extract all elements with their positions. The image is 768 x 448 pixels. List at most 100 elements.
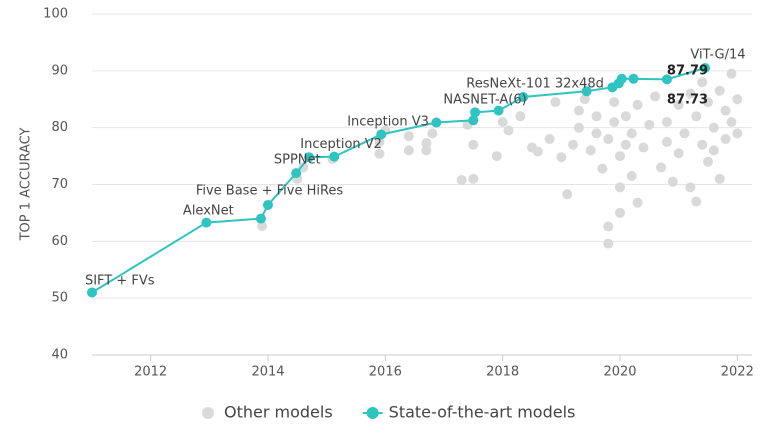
annotation: ResNeXt-101 32x48d [466, 76, 604, 91]
other-point [697, 139, 708, 150]
other-point [656, 162, 667, 173]
other-point [427, 128, 438, 139]
other-point [568, 139, 579, 150]
other-point [591, 111, 602, 122]
annotation: Inception V2 [300, 137, 382, 152]
other-point [697, 77, 708, 88]
other-point [403, 131, 414, 142]
y-tick-label: 70 [51, 177, 68, 192]
annotation: 87.73 [667, 92, 708, 107]
other-point [556, 152, 567, 163]
other-point [632, 99, 643, 110]
other-point [491, 151, 502, 162]
other-point [685, 88, 696, 99]
sota-point [431, 117, 442, 128]
other-point [591, 128, 602, 139]
other-point [497, 116, 508, 127]
sota-point [87, 287, 97, 298]
other-point [585, 145, 596, 156]
other-point [468, 139, 479, 150]
other-point [626, 128, 637, 139]
other-point [562, 189, 573, 200]
sota-point [628, 73, 639, 84]
other-point [597, 163, 608, 174]
other-point [620, 111, 631, 122]
x-tick-label: 2020 [603, 365, 636, 380]
other-point [603, 238, 614, 249]
other-point [579, 94, 590, 105]
other-point [615, 207, 625, 218]
sota-point [201, 217, 212, 228]
x-tick-label: 2022 [721, 365, 754, 380]
sota-point [329, 151, 340, 162]
other-point [720, 105, 731, 116]
other-point [644, 119, 655, 130]
sota-point [291, 168, 302, 179]
sota-point [518, 91, 529, 102]
legend-marker [202, 407, 214, 419]
other-point [661, 116, 672, 127]
other-point [691, 196, 702, 207]
other-point [603, 221, 614, 232]
other-point [456, 174, 467, 185]
annotation: SPPNet [274, 153, 321, 168]
other-point [667, 176, 678, 187]
other-point [544, 134, 555, 145]
other-point [726, 68, 737, 79]
other-point [714, 173, 725, 184]
other-point [421, 138, 432, 149]
other-point [609, 116, 620, 127]
other-point [550, 97, 561, 108]
other-point [673, 148, 684, 159]
other-point [620, 139, 631, 150]
sota-point [661, 74, 672, 85]
annotation: AlexNet [183, 204, 234, 219]
other-point [732, 128, 743, 139]
legend-marker [366, 407, 379, 419]
other-point [720, 134, 731, 145]
y-axis-label: TOP 1 ACCURACY [19, 128, 34, 242]
sota-point [493, 105, 504, 116]
other-point [714, 85, 725, 96]
y-tick-label: 80 [51, 120, 68, 135]
other-point [626, 170, 637, 181]
sota-point [700, 62, 711, 73]
other-point [673, 99, 684, 110]
other-point [374, 148, 385, 159]
sota-point [470, 107, 481, 118]
x-tick-label: 2016 [369, 365, 402, 380]
sota-point [304, 152, 315, 163]
other-point [703, 97, 713, 108]
other-point [609, 97, 620, 108]
y-tick-label: 100 [43, 7, 68, 22]
legend-label: Other models [224, 403, 333, 422]
annotation: Inception V3 [347, 114, 429, 129]
x-tick-label: 2018 [486, 365, 519, 380]
other-point [703, 156, 713, 167]
other-point [615, 151, 625, 162]
sota-point [581, 86, 592, 97]
legend: Other models State-of-the-art models [202, 403, 575, 422]
legend-label: State-of-the-art models [389, 403, 576, 422]
y-tick-label: 40 [51, 348, 68, 363]
y-tick-label: 50 [51, 291, 68, 306]
other-point [615, 182, 625, 193]
other-point [503, 125, 514, 136]
other-point [732, 94, 743, 105]
other-point [532, 146, 543, 157]
sota-point [263, 199, 273, 210]
annotation: 87.79 [667, 63, 708, 78]
other-point [515, 111, 526, 122]
other-point [708, 145, 719, 156]
annotation: SIFT + FVs [85, 274, 155, 289]
other-point [257, 220, 268, 231]
sota-point [255, 213, 266, 224]
other-point [661, 136, 672, 147]
annotation: ViT-G/14 [690, 47, 745, 62]
other-point [708, 122, 719, 133]
x-tick-label: 2012 [134, 365, 167, 380]
other-point [573, 122, 584, 133]
other-point [726, 116, 737, 127]
annotation: NASNET-A(6) [443, 92, 526, 107]
